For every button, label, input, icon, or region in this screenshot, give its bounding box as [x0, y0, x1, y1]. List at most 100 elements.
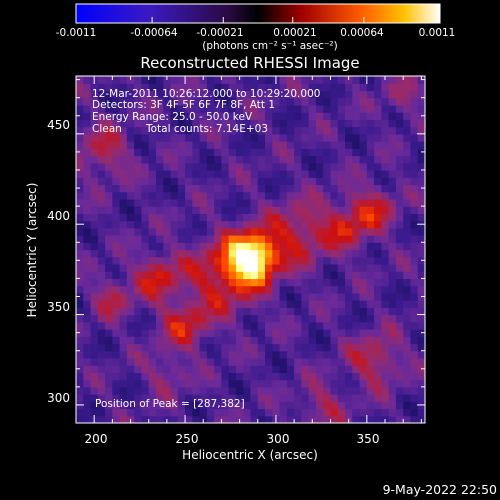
- heatmap-cell: [76, 300, 84, 308]
- heatmap-cell: [250, 162, 259, 171]
- heatmap-cell: [97, 162, 106, 171]
- heatmap-cell: [403, 155, 412, 164]
- heatmap-cell: [272, 408, 281, 417]
- heatmap-cell: [214, 227, 223, 236]
- heatmap-cell: [126, 271, 135, 280]
- heatmap-cell: [279, 242, 288, 251]
- heatmap-cell: [206, 249, 215, 258]
- heatmap-cell: [257, 386, 266, 395]
- heatmap-cell: [286, 285, 295, 294]
- heatmap-cell: [359, 271, 368, 280]
- heatmap-cell: [279, 220, 288, 229]
- heatmap-cell: [410, 133, 419, 142]
- heatmap-cell: [90, 198, 99, 207]
- heatmap-cell: [105, 177, 113, 186]
- heatmap-cell: [308, 242, 317, 251]
- heatmap-cell: [243, 249, 252, 258]
- heatmap-cell: [330, 314, 339, 323]
- heatmap-cell: [105, 314, 113, 323]
- heatmap-cell: [395, 148, 404, 157]
- heatmap-cell: [294, 162, 302, 171]
- heatmap-cell: [330, 104, 339, 113]
- heatmap-cell: [330, 263, 339, 272]
- heatmap-cell: [141, 372, 150, 381]
- heatmap-cell: [323, 162, 332, 171]
- heatmap-cell: [257, 321, 266, 330]
- heatmap-cell: [374, 220, 382, 229]
- heatmap-cell: [214, 336, 223, 345]
- heatmap-cell: [315, 307, 324, 316]
- heatmap-cell: [330, 343, 339, 352]
- heatmap-cell: [359, 177, 368, 186]
- heatmap-cell: [374, 83, 382, 92]
- heatmap-cell: [381, 112, 390, 120]
- heatmap-cell: [97, 321, 106, 330]
- heatmap-cell: [76, 162, 84, 171]
- heatmap-cell: [366, 191, 375, 200]
- heatmap-cell: [105, 126, 113, 135]
- heatmap-cell: [126, 401, 135, 410]
- heatmap-cell: [417, 336, 425, 345]
- heatmap-cell: [141, 119, 150, 128]
- heatmap-cell: [308, 350, 317, 359]
- heatmap-cell: [206, 329, 215, 337]
- heatmap-cell: [272, 97, 281, 106]
- heatmap-cell: [388, 235, 397, 243]
- heatmap-cell: [286, 83, 295, 92]
- heatmap-cell: [279, 292, 288, 301]
- heatmap-cell: [381, 148, 390, 157]
- heatmap-cell: [257, 126, 266, 135]
- heatmap-cell: [265, 162, 273, 171]
- heatmap-cell: [83, 343, 92, 352]
- heatmap-cell: [250, 184, 259, 193]
- heatmap-cell: [148, 379, 157, 388]
- heatmap-cell: [112, 76, 121, 84]
- heatmap-cell: [126, 141, 135, 149]
- heatmap-cell: [134, 292, 143, 301]
- heatmap-cell: [272, 235, 281, 243]
- heatmap-cell: [359, 104, 368, 113]
- heatmap-cell: [206, 321, 215, 330]
- heatmap-cell: [345, 249, 353, 258]
- heatmap-cell: [403, 357, 412, 366]
- heatmap-cell: [141, 112, 150, 120]
- heatmap-cell: [206, 213, 215, 222]
- heatmap-cell: [199, 206, 208, 214]
- heatmap-cell: [235, 285, 244, 294]
- heatmap-cell: [177, 148, 186, 157]
- heatmap-cell: [410, 206, 419, 214]
- heatmap-cell: [410, 155, 419, 164]
- heatmap-cell: [308, 220, 317, 229]
- heatmap-cell: [155, 357, 164, 366]
- heatmap-cell: [97, 112, 106, 120]
- heatmap-cell: [177, 235, 186, 243]
- heatmap-cell: [185, 329, 193, 337]
- heatmap-cell: [315, 271, 324, 280]
- heatmap-cell: [272, 227, 281, 236]
- heatmap-cell: [359, 263, 368, 272]
- heatmap-cell: [330, 242, 339, 251]
- heatmap-cell: [206, 76, 215, 84]
- heatmap-cell: [265, 343, 273, 352]
- heatmap-cell: [294, 256, 302, 265]
- heatmap-cell: [308, 256, 317, 265]
- heatmap-cell: [286, 336, 295, 345]
- heatmap-cell: [403, 213, 412, 222]
- heatmap-cell: [257, 408, 266, 417]
- heatmap-cell: [250, 155, 259, 164]
- heatmap-cell: [221, 415, 230, 423]
- heatmap-cell: [177, 278, 186, 287]
- heatmap-cell: [90, 278, 99, 287]
- heatmap-cell: [395, 169, 404, 178]
- heatmap-cell: [199, 133, 208, 142]
- heatmap-cell: [199, 321, 208, 330]
- heatmap-cell: [323, 141, 332, 149]
- heatmap-cell: [403, 148, 412, 157]
- heatmap-cell: [417, 83, 425, 92]
- heatmap-cell: [250, 90, 259, 99]
- heatmap-cell: [337, 235, 346, 243]
- heatmap-cell: [417, 379, 425, 388]
- heatmap-cell: [148, 90, 157, 99]
- heatmap-cell: [192, 401, 201, 410]
- heatmap-cell: [301, 242, 310, 251]
